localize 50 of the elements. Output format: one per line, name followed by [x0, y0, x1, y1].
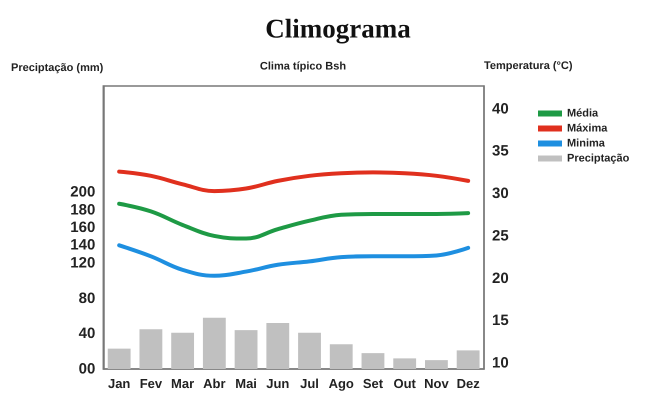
x-tick-label: Jun: [266, 376, 290, 391]
x-tick-label: Ago: [328, 376, 354, 391]
bar: [330, 344, 353, 369]
bar: [234, 330, 258, 369]
legend-label: Máxima: [567, 122, 608, 134]
bar: [108, 348, 131, 369]
x-tick-label: Set: [362, 376, 384, 391]
bar: [139, 329, 162, 369]
bar: [456, 350, 480, 369]
bar: [171, 332, 194, 369]
y-tick-label: 00: [78, 360, 96, 378]
y-tick-label: 120: [70, 254, 96, 272]
y-axis-title: Preciptação (mm): [10, 62, 104, 74]
bar: [202, 318, 226, 369]
x-tick-label: Dez: [456, 376, 480, 391]
bar: [298, 332, 321, 369]
y2-tick-label: 35: [492, 142, 509, 160]
bar: [424, 360, 448, 369]
legend-label: Minima: [567, 138, 606, 150]
line-series: [117, 170, 470, 194]
x-tick-label: Out: [393, 376, 417, 391]
bar: [266, 323, 290, 369]
x-tick-label: Nov: [424, 376, 450, 391]
y2-axis-title: Temperatura (°C): [484, 60, 573, 72]
y-tick-label: 40: [78, 325, 96, 342]
bar: [393, 358, 416, 369]
y2-tick-label: 25: [492, 227, 509, 244]
line-series: [117, 202, 470, 241]
y-tick-label: 140: [70, 236, 96, 254]
y2-tick-label: 40: [492, 100, 509, 118]
y2-tick-label: 20: [492, 270, 509, 287]
y-tick-label: 180: [70, 201, 96, 218]
y2-tick-label: 30: [492, 185, 509, 202]
y-tick-label: 200: [70, 184, 96, 201]
x-tick-label: Fev: [140, 376, 163, 391]
x-tick-label: Mai: [235, 376, 257, 391]
x-tick-label: Jul: [300, 376, 319, 391]
legend-label: Média: [567, 108, 600, 120]
x-tick-label: Mar: [171, 376, 194, 391]
chart-subtitle: Clima típico Bsh: [260, 60, 346, 72]
bar: [362, 353, 384, 369]
x-tick-label: Abr: [203, 376, 226, 391]
y-tick-label: 80: [78, 290, 96, 307]
line-series: [117, 243, 470, 278]
y-tick-label: 160: [70, 219, 96, 236]
y2-tick-label: 15: [492, 312, 509, 330]
legend-label: Preciptação: [567, 152, 630, 164]
y2-tick-label: 10: [492, 354, 509, 372]
x-tick-label: Jan: [108, 376, 130, 391]
chart-title: Climograma: [265, 14, 412, 44]
